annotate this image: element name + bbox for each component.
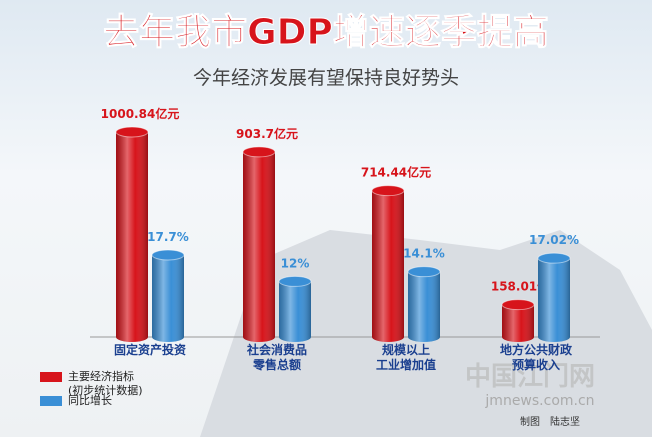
title: 去年我市GDP增速逐季提高 (103, 12, 549, 53)
bar-shine (538, 258, 570, 342)
bar-shine (408, 271, 440, 342)
legend-swatch (40, 372, 62, 382)
legend-swatch (40, 396, 62, 406)
value-label: 903.7亿元 (236, 126, 298, 141)
value-label: 714.44亿元 (361, 165, 431, 180)
value-label: 17.7% (147, 230, 189, 244)
value-label: 14.1% (403, 247, 445, 261)
legend-label: 主要经济指标 (初步统计数据) (68, 370, 143, 397)
bar-top (371, 185, 405, 197)
value-label: 12% (281, 256, 310, 270)
bar-top (537, 252, 571, 264)
x-tick-label: 固定资产投资 (113, 343, 186, 357)
bar-shine (279, 281, 311, 342)
watermark-url: jmnews.com.cn (484, 393, 594, 409)
value-label: 17.02% (529, 233, 579, 247)
bar-shine (372, 190, 404, 342)
bar-top (407, 266, 441, 278)
bar-top (501, 299, 535, 311)
bar-shine (152, 255, 184, 342)
bar-shine (243, 151, 275, 342)
bar-shine (116, 132, 148, 342)
bar-top (278, 275, 312, 287)
credit: 制图 陆志坚 (520, 415, 580, 428)
watermark: 中国江门网 (465, 362, 595, 392)
value-label: 1000.84亿元 (101, 106, 180, 121)
legend-label: 同比增长 (68, 394, 112, 407)
bar-shine (502, 304, 534, 342)
bar-top (151, 249, 185, 261)
bar-top (115, 126, 149, 138)
x-tick-label: 规模以上 工业增加值 (375, 343, 436, 372)
x-tick-label: 地方公共财政 预算收入 (499, 343, 572, 372)
x-tick-label: 社会消费品 零售总额 (246, 343, 307, 372)
bar-top (242, 146, 276, 158)
subtitle: 今年经济发展有望保持良好势头 (193, 67, 459, 89)
